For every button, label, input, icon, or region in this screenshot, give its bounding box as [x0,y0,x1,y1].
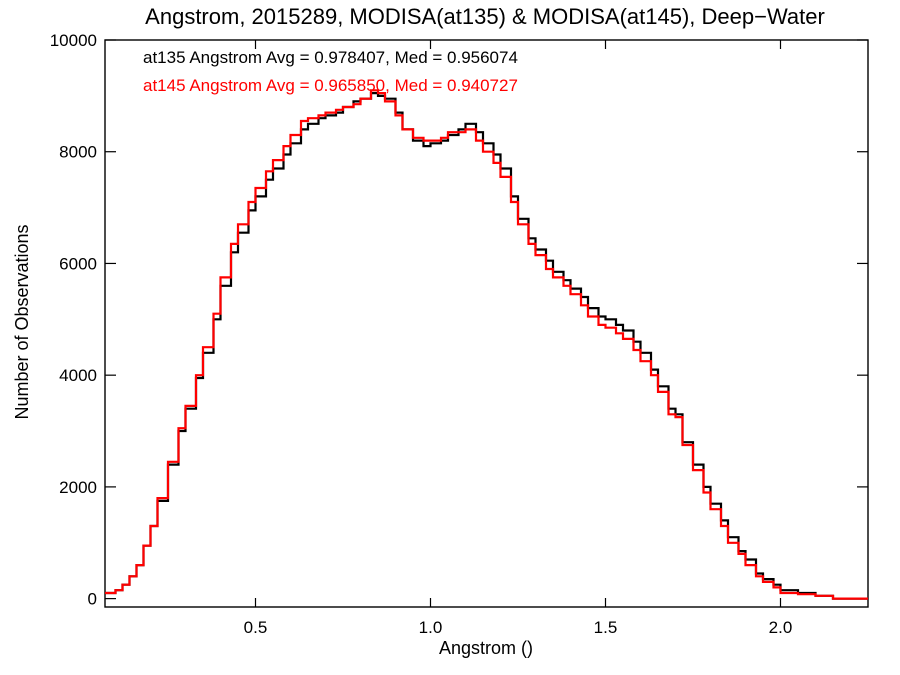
y-tick-label: 10000 [50,31,97,50]
x-tick-label: 2.0 [769,618,793,637]
legend-at135: at135 Angstrom Avg = 0.978407, Med = 0.9… [143,48,518,67]
chart-title: Angstrom, 2015289, MODISA(at135) & MODIS… [145,4,825,29]
y-axis-label: Number of Observations [12,224,32,419]
x-tick-label: 1.5 [594,618,618,637]
x-tick-label: 0.5 [244,618,268,637]
x-axis-label: Angstrom () [439,638,533,658]
y-tick-label: 2000 [59,478,97,497]
series-at135-line [105,92,868,600]
legend-at145: at145 Angstrom Avg = 0.965850, Med = 0.9… [143,76,518,95]
y-axis: 0 2000 4000 6000 8000 10000 [50,31,868,609]
plot-frame [104,39,869,608]
series-at145-line [105,89,868,600]
x-tick-label: 1.0 [419,618,443,637]
y-tick-label: 8000 [59,143,97,162]
y-tick-label: 4000 [59,366,97,385]
y-tick-label: 0 [88,590,97,609]
x-axis: 0.5 1.0 1.5 2.0 [244,40,793,637]
y-tick-label: 6000 [59,254,97,273]
series-layer [105,89,868,600]
